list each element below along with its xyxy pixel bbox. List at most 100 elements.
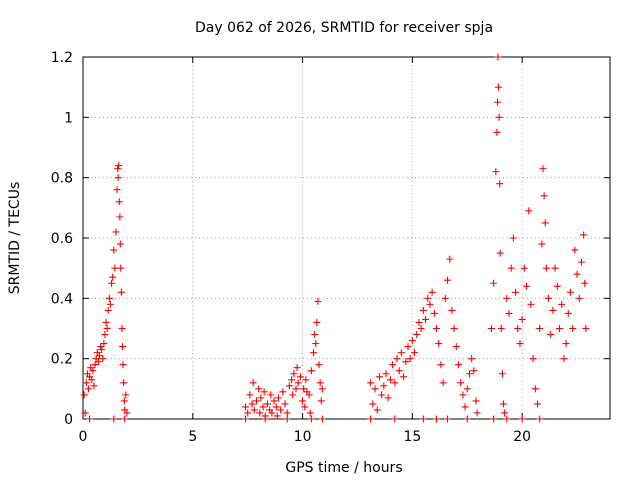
data-point xyxy=(503,294,511,302)
data-point xyxy=(375,373,383,381)
data-point xyxy=(492,168,500,176)
data-point xyxy=(248,400,256,408)
data-point xyxy=(80,391,88,399)
data-point xyxy=(496,180,504,188)
data-point xyxy=(575,294,583,302)
data-point xyxy=(100,340,108,348)
data-point xyxy=(417,325,425,332)
data-point xyxy=(301,403,309,411)
data-point xyxy=(307,367,315,375)
data-point xyxy=(373,406,381,414)
data-point xyxy=(318,385,326,393)
data-point xyxy=(244,409,252,417)
data-point xyxy=(318,415,326,423)
data-point xyxy=(558,300,566,308)
data-point xyxy=(123,409,131,417)
data-point xyxy=(500,400,508,408)
data-point xyxy=(305,391,313,399)
data-point xyxy=(121,415,129,423)
data-point xyxy=(573,270,581,278)
data-point xyxy=(551,264,559,272)
data-point xyxy=(527,300,535,308)
data-point xyxy=(259,403,267,411)
data-point xyxy=(541,219,549,227)
data-point xyxy=(315,361,323,369)
data-point xyxy=(454,361,462,369)
data-point xyxy=(290,370,298,378)
data-point xyxy=(428,288,436,296)
data-point xyxy=(106,300,114,308)
data-point xyxy=(386,376,394,384)
data-point xyxy=(257,394,265,402)
data-point xyxy=(294,379,302,387)
data-point xyxy=(444,415,452,423)
data-point xyxy=(299,397,307,405)
data-point xyxy=(507,264,515,272)
data-point xyxy=(378,391,386,399)
data-point xyxy=(503,415,511,423)
data-point xyxy=(292,385,300,393)
x-tick-label: 0 xyxy=(79,429,88,445)
data-point xyxy=(529,355,537,363)
grid-lines xyxy=(83,57,610,419)
data-point xyxy=(255,385,263,393)
data-point xyxy=(316,379,324,387)
plot-frame xyxy=(82,56,611,420)
data-point xyxy=(117,264,125,272)
data-point xyxy=(86,415,94,423)
data-point xyxy=(518,315,526,323)
data-point xyxy=(389,361,397,369)
data-point xyxy=(306,409,314,417)
data-point xyxy=(463,415,471,423)
data-point xyxy=(547,331,555,339)
data-point xyxy=(274,394,282,402)
x-tick-label: 20 xyxy=(513,429,531,445)
data-point xyxy=(494,53,502,61)
data-point xyxy=(457,379,465,387)
data-point xyxy=(289,391,297,399)
data-point xyxy=(105,294,113,302)
data-point xyxy=(91,361,99,369)
data-point xyxy=(84,385,92,393)
data-point xyxy=(395,367,403,375)
x-tick-label: 10 xyxy=(294,429,312,445)
data-point xyxy=(581,279,589,287)
data-point xyxy=(461,403,469,411)
data-point xyxy=(122,391,130,399)
data-point xyxy=(300,385,308,393)
data-point xyxy=(112,228,120,236)
data-point xyxy=(406,355,414,363)
data-point xyxy=(534,400,542,408)
data-point xyxy=(113,186,121,194)
data-point xyxy=(367,379,375,387)
y-axis-label: SRMTID / TECUs xyxy=(7,182,23,295)
data-point xyxy=(468,355,476,363)
data-point xyxy=(261,415,269,423)
data-point xyxy=(250,406,258,414)
data-point xyxy=(252,397,260,405)
data-point xyxy=(494,98,502,106)
data-point xyxy=(114,165,122,173)
data-point xyxy=(241,403,249,411)
data-point xyxy=(472,397,480,405)
data-point xyxy=(446,255,454,263)
data-point xyxy=(391,379,399,387)
data-point xyxy=(540,192,548,200)
data-point xyxy=(273,412,281,420)
data-point xyxy=(582,325,590,332)
data-point xyxy=(494,83,502,91)
data-point xyxy=(424,294,432,302)
data-point xyxy=(120,397,128,405)
data-point xyxy=(279,388,287,396)
data-point xyxy=(538,240,546,248)
data-point xyxy=(111,264,119,272)
data-point xyxy=(408,337,416,345)
data-point xyxy=(380,382,388,390)
data-point xyxy=(249,379,257,387)
data-point xyxy=(452,343,460,351)
data-point xyxy=(580,231,588,239)
data-point xyxy=(260,388,268,396)
data-point xyxy=(433,325,441,332)
data-point xyxy=(501,409,509,417)
data-point xyxy=(369,400,377,408)
